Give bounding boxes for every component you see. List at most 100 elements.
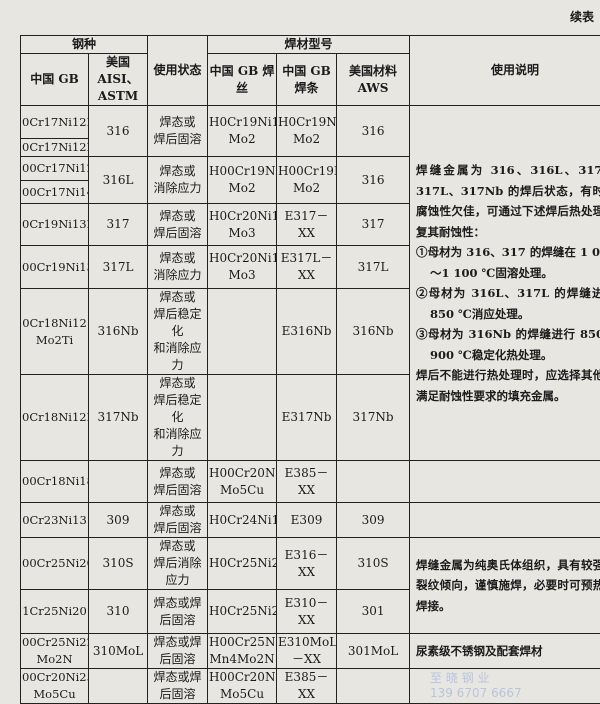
gb-welding-wire: H00Cr20Ni22 Mo5Cu	[208, 461, 277, 503]
china-gb-grade: 00Cr19Ni13Mo3	[21, 246, 89, 289]
gb-welding-wire: H0Cr20Ni14 Mo3	[208, 246, 277, 289]
gb-welding-wire	[208, 375, 277, 461]
header-us-aws: 美国材料 AWS	[337, 54, 410, 106]
service-state: 焊态或 焊后消除应力	[148, 538, 208, 590]
us-aisi-grade: 317	[89, 204, 148, 246]
us-aws-filler	[337, 461, 410, 503]
gb-welding-wire: H0Cr19Ni12 Mo2	[208, 106, 277, 157]
service-state: 焊态或 焊后固溶	[148, 461, 208, 503]
us-aws-filler: 301	[337, 590, 410, 634]
service-state: 焊态或 焊后稳定化 和消除应力	[148, 289, 208, 375]
us-aws-filler: 317Nb	[337, 375, 410, 461]
gb-welding-electrode: H0Cr19Ni12 Mo2	[277, 106, 337, 157]
service-state: 焊态或 焊后固溶	[148, 106, 208, 157]
gb-welding-electrode: E310MoL －XX	[277, 634, 337, 669]
gb-welding-wire: H00Cr20Ni24 Mo5Cu	[208, 669, 277, 704]
us-aisi-grade: 310MoL	[89, 634, 148, 669]
us-aws-filler: 301MoL	[337, 634, 410, 669]
table-row: 00Cr18Ni18Mo5 焊态或 焊后固溶H00Cr20Ni22 Mo5CuE3…	[21, 461, 600, 503]
us-aws-filler: 316	[337, 106, 410, 157]
header-service-state: 使用状态	[148, 36, 208, 106]
usage-note-empty	[410, 503, 600, 538]
service-state: 焊态或 焊后固溶	[148, 503, 208, 538]
header-usage-notes: 使用说明	[410, 36, 600, 106]
usage-note-austenite: 焊缝金属为纯奥氏体组织，具有较强热裂纹倾向，谨慎施焊，必要时可预热后焊接。	[410, 538, 600, 634]
gb-welding-wire: H0Cr24Ni13	[208, 503, 277, 538]
us-aisi-grade	[89, 669, 148, 704]
us-aisi-grade: 310	[89, 590, 148, 634]
watermark: 至 晓 钢 业 139 6707 6667	[410, 669, 600, 704]
us-aws-filler: 309	[337, 503, 410, 538]
note-outro: 焊后不能进行热处理时，应选择其他能满足耐蚀性要求的填充金属。	[416, 365, 600, 406]
service-state: 焊态或焊 后固溶	[148, 634, 208, 669]
us-aisi-grade: 310S	[89, 538, 148, 590]
welding-materials-table: 钢种 使用状态 焊材型号 使用说明 中国 GB 美国 AISI、 ASTM 中国…	[20, 35, 600, 704]
note-item: ①母材为 316、317 的焊缝在 1 050～1 100 ℃固溶处理。	[416, 242, 600, 283]
us-aws-filler: 310S	[337, 538, 410, 590]
note-item: ③母材为 316Nb 的焊缝进行 850～900 ℃稳定化热处理。	[416, 324, 600, 365]
china-gb-grade: 00Cr17Ni12Mo2	[21, 157, 89, 181]
header-us-aisi: 美国 AISI、 ASTM	[89, 54, 148, 106]
gb-welding-electrode: H00Cr19Ni12 Mo2	[277, 157, 337, 204]
china-gb-grade: 00Cr17Ni14Mo2N	[21, 181, 89, 204]
china-gb-grade: 00Cr20Ni25 Mo5Cu	[21, 669, 89, 704]
service-state: 焊态或 消除应力	[148, 246, 208, 289]
usage-note-corrosion: 焊缝金属为 316、316L、317、317L、317Nb 的焊后状态，有时耐腐…	[410, 106, 600, 461]
china-gb-grade: 0Cr23Ni13	[21, 503, 89, 538]
gb-welding-electrode: E385－XX	[277, 669, 337, 704]
gb-welding-wire: H00Cr19Ni12 Mo2	[208, 157, 277, 204]
us-aisi-grade: 309	[89, 503, 148, 538]
china-gb-grade: 0Cr18Ni12 Mo2Ti	[21, 289, 89, 375]
china-gb-grade: 1Cr25Ni20	[21, 590, 89, 634]
us-aisi-grade	[89, 461, 148, 503]
us-aws-filler: 316	[337, 157, 410, 204]
us-aisi-grade: 316L	[89, 157, 148, 204]
table-row: 0Cr17Ni12Mo2316焊态或 焊后固溶H0Cr19Ni12 Mo2H0C…	[21, 106, 600, 139]
gb-welding-electrode: E316Nb	[277, 289, 337, 375]
service-state: 焊态或 焊后稳定化 和消除应力	[148, 375, 208, 461]
service-state: 焊态或焊 后固溶	[148, 590, 208, 634]
header-filler-model: 焊材型号	[208, 36, 410, 54]
china-gb-grade: 0Cr18Ni12Mo3Ti	[21, 375, 89, 461]
table-row: 00Cr20Ni25 Mo5Cu 焊态或焊 后固溶H00Cr20Ni24 Mo5C…	[21, 669, 600, 704]
gb-welding-wire: H0Cr20Ni14 Mo3	[208, 204, 277, 246]
note-item: ②母材为 316L、317L 的焊缝进行 850 ℃消应处理。	[416, 283, 600, 324]
usage-note-empty	[410, 461, 600, 503]
service-state: 焊态或 消除应力	[148, 157, 208, 204]
us-aisi-grade: 316	[89, 106, 148, 157]
gb-welding-electrode: E309	[277, 503, 337, 538]
gb-welding-electrode: E385－XX	[277, 461, 337, 503]
china-gb-grade: 0Cr17Ni12Mo2	[21, 106, 89, 139]
us-aisi-grade: 316Nb	[89, 289, 148, 375]
service-state: 焊态或焊 后固溶	[148, 669, 208, 704]
gb-welding-wire: H0Cr25Ni20	[208, 538, 277, 590]
gb-welding-electrode: E317L－XX	[277, 246, 337, 289]
us-aws-filler: 317	[337, 204, 410, 246]
china-gb-grade: 0Cr17Ni12Mo2N	[21, 139, 89, 157]
gb-welding-wire: H00Cr25Ni22 Mn4Mo2N	[208, 634, 277, 669]
gb-welding-electrode: E310－XX	[277, 590, 337, 634]
us-aws-filler: 317L	[337, 246, 410, 289]
gb-welding-wire: H0Cr25Ni20	[208, 590, 277, 634]
usage-note-urea-grade: 尿素级不锈钢及配套焊材	[410, 634, 600, 669]
note-intro: 焊缝金属为 316、316L、317、317L、317Nb 的焊后状态，有时耐腐…	[416, 160, 600, 242]
china-gb-grade: 00Cr25Ni20	[21, 538, 89, 590]
us-aisi-grade: 317L	[89, 246, 148, 289]
us-aws-filler: 316Nb	[337, 289, 410, 375]
gb-welding-electrode: E317Nb	[277, 375, 337, 461]
header-gb-electrode: 中国 GB 焊条	[277, 54, 337, 106]
header-steel-grade: 钢种	[21, 36, 148, 54]
gb-welding-electrode: E316－XX	[277, 538, 337, 590]
gb-welding-wire	[208, 289, 277, 375]
china-gb-grade: 00Cr18Ni18Mo5	[21, 461, 89, 503]
us-aws-filler	[337, 669, 410, 704]
header-gb-wire: 中国 GB 焊丝	[208, 54, 277, 106]
us-aisi-grade: 317Nb	[89, 375, 148, 461]
gb-welding-electrode: E317－XX	[277, 204, 337, 246]
service-state: 焊态或 焊后固溶	[148, 204, 208, 246]
china-gb-grade: 00Cr25Ni22 Mo2N	[21, 634, 89, 669]
china-gb-grade: 0Cr19Ni13Mo3	[21, 204, 89, 246]
